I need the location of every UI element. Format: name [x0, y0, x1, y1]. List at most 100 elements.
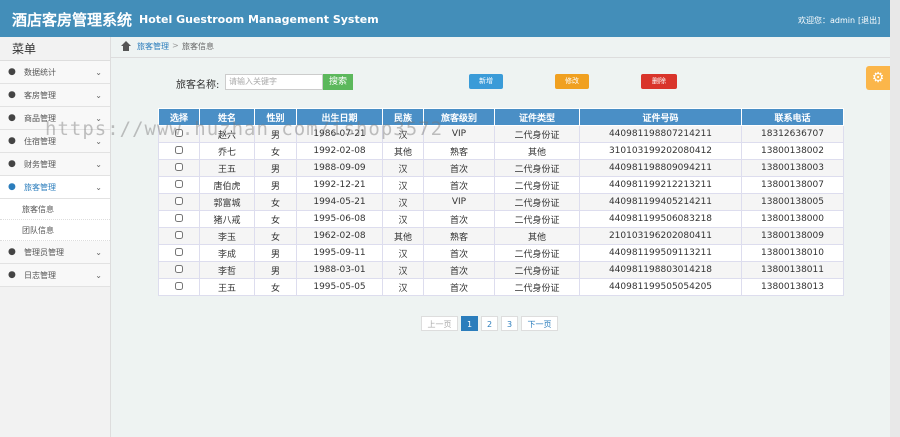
table-cell: 首次	[423, 210, 495, 228]
menu-item[interactable]: 住宿管理 ● ⌄	[0, 130, 110, 153]
table-cell: 女	[254, 227, 297, 245]
delete-button[interactable]: 删除	[641, 74, 677, 89]
row-checkbox[interactable]	[175, 213, 183, 222]
submenu-item[interactable]: 团队信息	[0, 220, 110, 241]
table-cell: 其他	[494, 142, 580, 160]
add-button[interactable]: 新增	[469, 74, 503, 89]
prev-page[interactable]: 上一页	[421, 316, 458, 331]
guest-table: 选择 姓名 性别 出生日期 民族 旅客级别 证件类型 证件号码 联系电话 赵六男 1986-07-2…	[158, 108, 844, 296]
table-cell: 赵六	[199, 125, 255, 143]
table-row: 李哲男 1988-03-01 汉首次 二代身份证 440981198803014218 1…	[158, 261, 844, 279]
menu-arrow: ⌄	[95, 183, 102, 192]
row-checkbox[interactable]	[175, 196, 183, 205]
search-input[interactable]: 请输入关键字	[225, 74, 323, 90]
row-checkbox[interactable]	[175, 179, 183, 188]
column-header: 证件类型	[494, 108, 580, 126]
table-cell: 1995-06-08	[296, 210, 383, 228]
table-cell: 女	[254, 142, 297, 160]
column-header: 联系电话	[741, 108, 844, 126]
table-cell: 1995-05-05	[296, 278, 383, 296]
table-cell: 李成	[199, 244, 255, 262]
table-cell: 二代身份证	[494, 193, 580, 211]
page-number[interactable]: 2	[481, 316, 498, 331]
edit-button[interactable]: 修改	[555, 74, 589, 89]
page-number[interactable]: 3	[501, 316, 518, 331]
column-header: 民族	[382, 108, 424, 126]
logout-link[interactable]: [退出]	[858, 16, 881, 25]
table-cell: VIP	[423, 193, 495, 211]
table-cell: 男	[254, 176, 297, 194]
submenu-item[interactable]: 旅客信息	[0, 199, 110, 220]
table-cell: 首次	[423, 176, 495, 194]
row-checkbox[interactable]	[175, 281, 183, 290]
search-button[interactable]: 搜索	[323, 74, 353, 90]
select-cell	[158, 261, 200, 279]
column-header: 旅客级别	[423, 108, 495, 126]
next-page[interactable]: 下一页	[521, 316, 558, 331]
table-row: 猪八戒女 1995-06-08 汉首次 二代身份证 440981199506083218…	[158, 210, 844, 228]
table-cell: 其他	[382, 142, 424, 160]
table-cell: 汉	[382, 159, 424, 177]
table-cell: 猪八戒	[199, 210, 255, 228]
table-row: 郭富城女 1994-05-21 汉 VIP 二代身份证 44098119940521421…	[158, 193, 844, 211]
menu-icon: ●	[8, 113, 16, 123]
table-cell: 1992-02-08	[296, 142, 383, 160]
table-cell: 男	[254, 159, 297, 177]
table-cell: 首次	[423, 159, 495, 177]
table-cell: 440981199505054205	[579, 278, 742, 296]
table-cell: 1988-09-09	[296, 159, 383, 177]
menu-item[interactable]: 客房管理 ● ⌄	[0, 84, 110, 107]
menu-arrow: ⌄	[95, 114, 102, 123]
table-row: 王五男 1988-09-09 汉首次 二代身份证 440981198809094211 1…	[158, 159, 844, 177]
table-cell: 1994-05-21	[296, 193, 383, 211]
row-checkbox[interactable]	[175, 230, 183, 239]
watermark: https://www.huzhan.com/ishop3572	[45, 118, 444, 140]
select-cell	[158, 227, 200, 245]
table-cell: 女	[254, 193, 297, 211]
row-checkbox[interactable]	[175, 162, 183, 171]
table-cell: 13800138000	[741, 210, 844, 228]
menu-item[interactable]: 日志管理 ● ⌄	[0, 264, 110, 287]
page-number[interactable]: 1	[461, 316, 478, 331]
menu-item[interactable]: 财务管理 ● ⌄	[0, 153, 110, 176]
table-cell: 440981198803014218	[579, 261, 742, 279]
search-label: 旅客名称:	[176, 80, 220, 91]
menu-icon: ●	[8, 67, 16, 77]
table-cell: 二代身份证	[494, 176, 580, 194]
row-checkbox[interactable]	[175, 247, 183, 256]
table-cell: 二代身份证	[494, 210, 580, 228]
row-checkbox[interactable]	[175, 264, 183, 273]
row-checkbox[interactable]	[175, 128, 183, 137]
table-row: 乔七女 1992-02-08 其他 熟客 其他 310103199202080412 138…	[158, 142, 844, 160]
row-checkbox[interactable]	[175, 145, 183, 154]
table-cell: 13800138002	[741, 142, 844, 160]
table-cell: 440981199509113211	[579, 244, 742, 262]
table-row: 王五女 1995-05-05 汉首次 二代身份证 440981199505054205 1…	[158, 278, 844, 296]
table-cell: 李玉	[199, 227, 255, 245]
menu-icon: ●	[8, 182, 16, 192]
column-header: 性别	[254, 108, 297, 126]
table-cell: 首次	[423, 244, 495, 262]
table-cell: 13800138013	[741, 278, 844, 296]
settings-button[interactable]: ⚙	[866, 66, 890, 90]
menu-item[interactable]: 旅客管理 ● ⌄	[0, 176, 110, 199]
menu-title: 菜单	[0, 37, 110, 61]
select-cell	[158, 176, 200, 194]
menu-item[interactable]: 数据统计 ● ⌄	[0, 61, 110, 84]
menu-arrow: ⌄	[95, 137, 102, 146]
table-cell: 310103199202080412	[579, 142, 742, 160]
table-row: 李成男 1995-09-11 汉首次 二代身份证 440981199509113211 1…	[158, 244, 844, 262]
menu-item[interactable]: 管理员管理 ● ⌄	[0, 241, 110, 264]
welcome: 欢迎您：admin	[798, 16, 856, 25]
menu-item[interactable]: 商品管理 ● ⌄	[0, 107, 110, 130]
breadcrumb-link[interactable]: 旅客管理	[137, 42, 169, 51]
menu-arrow: ⌄	[95, 248, 102, 257]
menu-arrow: ⌄	[95, 91, 102, 100]
table-cell: 男	[254, 261, 297, 279]
table-cell: 郭富城	[199, 193, 255, 211]
table-cell: 13800138005	[741, 193, 844, 211]
table-cell: 210103196202080411	[579, 227, 742, 245]
select-cell	[158, 193, 200, 211]
table-cell: 1962-02-08	[296, 227, 383, 245]
